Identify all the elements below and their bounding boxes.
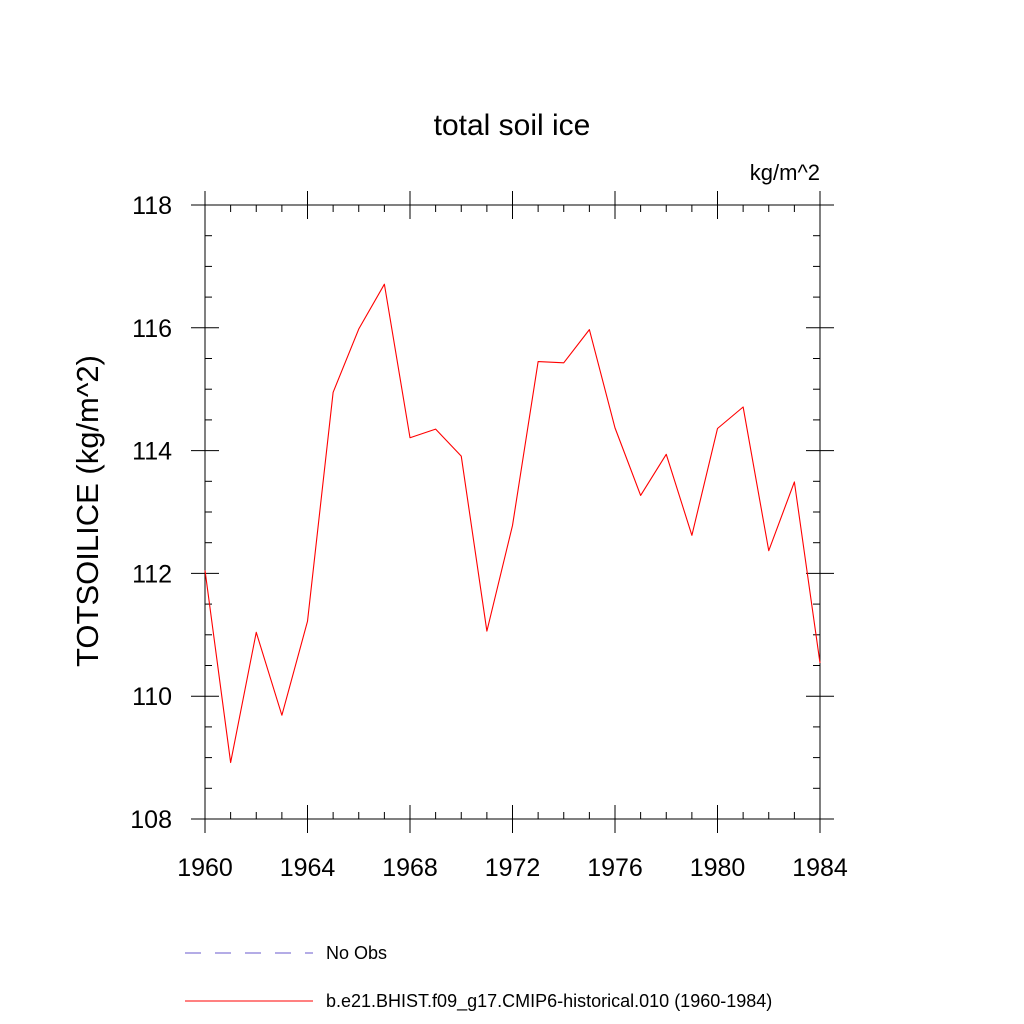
- legend-label: No Obs: [326, 943, 387, 963]
- x-tick-label: 1984: [792, 854, 848, 882]
- legend: No Obs b.e21.BHIST.f09_g17.CMIP6-historic…: [185, 943, 772, 1012]
- axes: 1960 1964 1968 1972 1976 1980 1984 108 110 112 114…: [130, 191, 848, 882]
- plot-frame: [204, 204, 821, 820]
- x-tick-label: 1968: [382, 854, 438, 882]
- y-tick-label: 118: [132, 192, 172, 220]
- x-tick-label: 1972: [485, 854, 541, 882]
- y-axis-label: TOTSOILICE (kg/m^2): [70, 355, 105, 667]
- legend-label: b.e21.BHIST.f09_g17.CMIP6-historical.010…: [326, 991, 772, 1012]
- x-tick-label: 1964: [280, 854, 336, 882]
- units-label: kg/m^2: [750, 160, 820, 185]
- y-tick-label: 116: [132, 315, 172, 343]
- y-tick-label: 114: [132, 438, 172, 466]
- x-tick-label: 1960: [177, 854, 233, 882]
- x-tick-label: 1980: [690, 854, 746, 882]
- series-layer: [204, 283, 821, 764]
- y-tick-label: 110: [132, 683, 172, 711]
- chart-title: total soil ice: [434, 109, 591, 142]
- series-line: [204, 283, 821, 764]
- y-tick-label: 108: [130, 806, 172, 834]
- x-tick-label: 1976: [587, 854, 643, 882]
- y-tick-label: 112: [132, 560, 172, 588]
